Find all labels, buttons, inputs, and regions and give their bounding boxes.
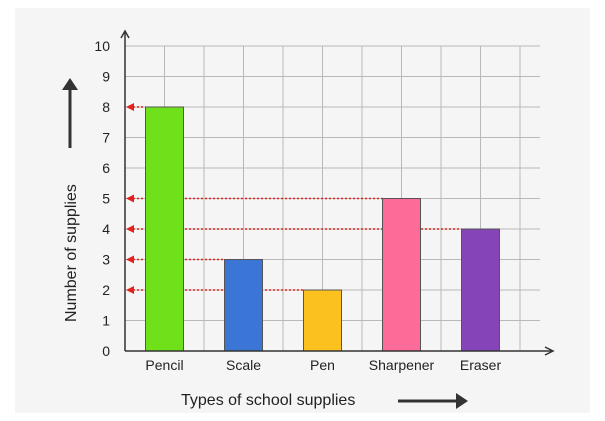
bar-eraser	[461, 228, 500, 352]
x-tick-label: Eraser	[460, 357, 502, 373]
x-axis-arrow	[544, 346, 555, 356]
y-tick-label: 10	[94, 38, 110, 54]
y-tick-label: 8	[102, 99, 110, 115]
y-axis-title: Number of supplies	[63, 184, 80, 322]
axes	[120, 29, 555, 356]
x-tick-label: Pencil	[145, 357, 183, 373]
y-tick-label: 2	[102, 282, 110, 298]
y-tick-label: 1	[102, 313, 110, 329]
y-tick-label: 6	[102, 160, 110, 176]
bar-scale	[224, 259, 263, 352]
reference-arrowhead-8	[126, 103, 134, 111]
y-tick-labels: 0 1 2 3 4 5 6 7 8 9 10	[94, 38, 110, 359]
bars	[145, 106, 500, 352]
bar-pen	[303, 289, 342, 352]
x-tick-label: Pen	[310, 357, 335, 373]
y-tick-label: 5	[102, 191, 110, 207]
right-arrow-icon	[398, 393, 468, 409]
y-tick-label: 7	[102, 130, 110, 146]
y-tick-label: 9	[102, 69, 110, 85]
reference-arrowhead-5	[126, 194, 134, 203]
y-tick-label: 4	[102, 221, 110, 237]
bar-pencil	[145, 106, 184, 352]
reference-arrowhead-2	[126, 286, 134, 294]
up-arrow-icon	[62, 78, 78, 148]
bar-sharpener	[382, 198, 421, 352]
y-tick-label: 3	[102, 252, 110, 268]
x-tick-labels: Pencil Scale Pen Sharpener Eraser	[145, 357, 501, 373]
reference-arrowhead-4	[126, 225, 134, 233]
reference-arrowhead-3	[126, 255, 134, 264]
x-tick-label: Sharpener	[369, 357, 435, 373]
y-tick-label: 0	[102, 343, 110, 359]
x-axis-title: Types of school supplies	[181, 392, 355, 409]
x-tick-label: Scale	[226, 357, 261, 373]
y-axis-arrow	[120, 29, 130, 39]
